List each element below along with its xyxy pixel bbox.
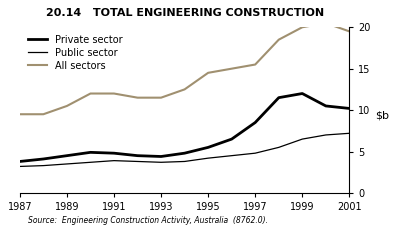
All sectors bbox=[159, 96, 164, 99]
Private sector bbox=[300, 92, 304, 95]
Line: Private sector: Private sector bbox=[20, 94, 349, 161]
Private sector bbox=[206, 146, 210, 149]
Public sector bbox=[17, 165, 22, 168]
All sectors bbox=[88, 92, 93, 95]
Text: Source:  Engineering Construction Activity, Australia  (8762.0).: Source: Engineering Construction Activit… bbox=[28, 216, 268, 225]
All sectors bbox=[41, 113, 46, 116]
Private sector bbox=[88, 151, 93, 154]
All sectors bbox=[229, 67, 234, 70]
All sectors bbox=[206, 72, 210, 74]
All sectors bbox=[324, 22, 328, 25]
Private sector bbox=[159, 155, 164, 158]
Private sector bbox=[17, 160, 22, 163]
All sectors bbox=[17, 113, 22, 116]
All sectors bbox=[347, 30, 352, 33]
Private sector bbox=[112, 152, 116, 155]
Line: Public sector: Public sector bbox=[20, 133, 349, 166]
All sectors bbox=[135, 96, 140, 99]
All sectors bbox=[112, 92, 116, 95]
Public sector bbox=[276, 146, 281, 149]
Public sector bbox=[135, 160, 140, 163]
All sectors bbox=[300, 26, 304, 29]
Public sector bbox=[229, 154, 234, 157]
Public sector bbox=[159, 161, 164, 164]
Legend: Private sector, Public sector, All sectors: Private sector, Public sector, All secto… bbox=[25, 32, 125, 74]
Public sector bbox=[112, 159, 116, 162]
Private sector bbox=[324, 105, 328, 107]
Private sector bbox=[347, 107, 352, 110]
Y-axis label: $b: $b bbox=[375, 110, 389, 120]
Public sector bbox=[65, 163, 69, 165]
Private sector bbox=[253, 121, 258, 124]
All sectors bbox=[253, 63, 258, 66]
Public sector bbox=[253, 152, 258, 155]
All sectors bbox=[276, 38, 281, 41]
Public sector bbox=[88, 161, 93, 164]
Public sector bbox=[182, 160, 187, 163]
All sectors bbox=[65, 105, 69, 107]
Public sector bbox=[324, 133, 328, 136]
Title: 20.14   TOTAL ENGINEERING CONSTRUCTION: 20.14 TOTAL ENGINEERING CONSTRUCTION bbox=[46, 8, 324, 18]
Line: All sectors: All sectors bbox=[20, 23, 349, 114]
All sectors bbox=[182, 88, 187, 91]
Public sector bbox=[41, 164, 46, 167]
Private sector bbox=[276, 96, 281, 99]
Private sector bbox=[41, 158, 46, 160]
Public sector bbox=[206, 157, 210, 160]
Public sector bbox=[347, 132, 352, 135]
Private sector bbox=[182, 152, 187, 155]
Private sector bbox=[65, 154, 69, 157]
Private sector bbox=[135, 154, 140, 157]
Public sector bbox=[300, 138, 304, 141]
Private sector bbox=[229, 138, 234, 141]
